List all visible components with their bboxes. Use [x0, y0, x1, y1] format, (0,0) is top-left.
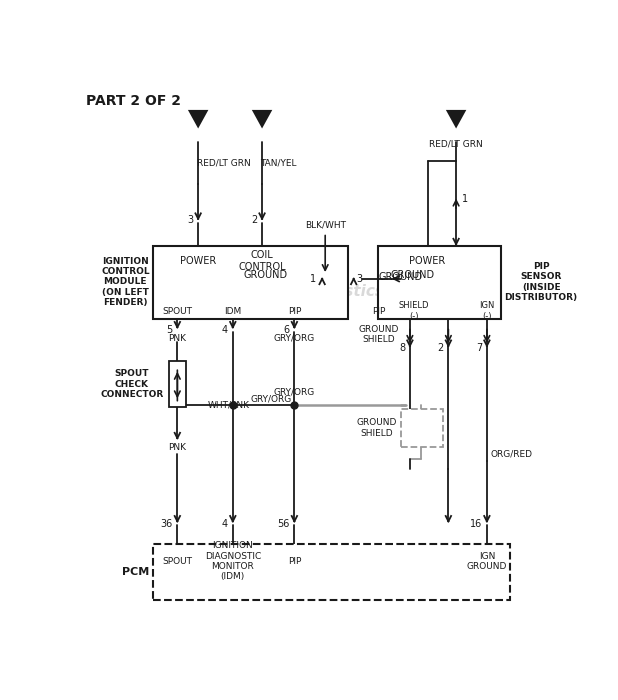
Text: IGNITION
DIAGNOSTIC
MONITOR
(IDM): IGNITION DIAGNOSTIC MONITOR (IDM) [205, 541, 261, 582]
Text: PIP: PIP [373, 307, 386, 316]
Text: 5: 5 [166, 325, 173, 335]
Text: GROUND: GROUND [390, 270, 434, 280]
Text: TAN/YEL: TAN/YEL [261, 159, 297, 168]
Text: PCM: PCM [122, 567, 150, 577]
Text: PIP
SENSOR
(INSIDE
DISTRIBUTOR): PIP SENSOR (INSIDE DISTRIBUTOR) [505, 262, 578, 302]
Text: B: B [257, 127, 267, 141]
Text: 6: 6 [284, 325, 290, 335]
Text: 4: 4 [222, 325, 228, 335]
Text: 2: 2 [438, 343, 444, 353]
Text: GROUND: GROUND [379, 272, 423, 281]
Text: 8: 8 [399, 343, 405, 353]
Bar [400, 409, 443, 447]
Text: GRY/ORG: GRY/ORG [274, 388, 315, 396]
Text: IDM: IDM [224, 307, 242, 316]
Text: PNK: PNK [168, 334, 187, 342]
Text: POWER: POWER [180, 256, 216, 266]
Text: 2: 2 [251, 216, 258, 225]
Text: GRY/ORG: GRY/ORG [274, 334, 315, 342]
Text: GROUND: GROUND [244, 270, 288, 280]
Polygon shape [253, 111, 271, 126]
Text: SHIELD
(-): SHIELD (-) [399, 302, 429, 321]
Text: easyautodiagnostics.com: easyautodiagnostics.com [208, 284, 426, 300]
Text: IGN
(-): IGN (-) [479, 302, 494, 321]
Text: 1: 1 [310, 274, 316, 284]
Bar [169, 361, 186, 407]
Text: POWER: POWER [410, 256, 446, 266]
Text: SPOUT
CHECK
CONNECTOR: SPOUT CHECK CONNECTOR [100, 370, 164, 399]
Text: SPOUT: SPOUT [163, 557, 192, 566]
Text: RED/LT GRN: RED/LT GRN [430, 139, 483, 148]
Text: 3: 3 [357, 274, 363, 284]
Bar [153, 246, 349, 318]
Text: 4: 4 [222, 519, 228, 529]
Text: 16: 16 [470, 519, 482, 529]
Text: IGNITION
CONTROL
MODULE
(ON LEFT
FENDER): IGNITION CONTROL MODULE (ON LEFT FENDER) [101, 257, 150, 307]
Text: A: A [193, 127, 203, 141]
Text: PART 2 OF 2: PART 2 OF 2 [87, 94, 182, 108]
Text: COIL
CONTROL: COIL CONTROL [239, 251, 286, 272]
Polygon shape [190, 111, 206, 126]
Text: GROUND
SHIELD: GROUND SHIELD [357, 419, 397, 438]
Text: 36: 36 [161, 519, 173, 529]
Text: 3: 3 [187, 216, 193, 225]
Text: RED/LT GRN: RED/LT GRN [197, 159, 250, 168]
Text: GROUND
SHIELD: GROUND SHIELD [359, 325, 399, 344]
Text: BLK/WHT: BLK/WHT [305, 220, 345, 230]
Text: GRY/ORG: GRY/ORG [251, 394, 292, 403]
Polygon shape [447, 111, 465, 126]
Text: PIP: PIP [288, 557, 301, 566]
Text: C: C [452, 127, 460, 141]
Text: 56: 56 [277, 519, 290, 529]
Text: PIP: PIP [288, 307, 301, 316]
Text: WHT/PNK: WHT/PNK [208, 400, 250, 410]
Text: PNK: PNK [168, 443, 187, 452]
Text: ORG/RED: ORG/RED [491, 449, 533, 458]
Text: 1: 1 [462, 195, 468, 204]
Text: 7: 7 [476, 343, 482, 353]
Text: IGN
GROUND: IGN GROUND [467, 552, 507, 571]
Text: SPOUT: SPOUT [163, 307, 192, 316]
Bar [153, 545, 510, 600]
Bar [378, 246, 501, 318]
